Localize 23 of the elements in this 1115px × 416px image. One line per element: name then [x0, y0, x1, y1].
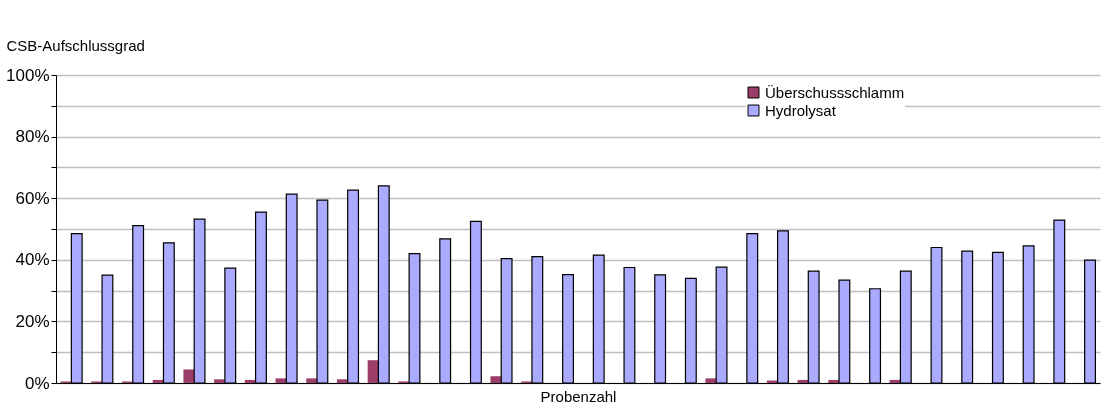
bar: [214, 379, 225, 383]
bar: [490, 376, 502, 383]
y-axis-title: CSB-Aufschlussgrad: [6, 36, 145, 54]
y-tick-label: 0%: [24, 373, 50, 393]
bar: [152, 379, 164, 383]
bar: [705, 378, 717, 383]
x-axis-title: Probenzahl: [540, 387, 617, 405]
y-tick-label: 20%: [15, 311, 50, 331]
y-tick-label: 40%: [15, 250, 50, 270]
bar: [828, 379, 839, 383]
bar: [367, 360, 379, 383]
y-tick-label: 60%: [15, 188, 50, 208]
bar: [336, 379, 348, 383]
legend-label: Überschussschlamm: [765, 83, 905, 101]
bar: [183, 369, 195, 383]
bar: [244, 379, 256, 383]
bar: [275, 378, 287, 383]
bar: [306, 378, 317, 383]
y-tick-label: 80%: [15, 127, 50, 147]
bar: [889, 379, 901, 383]
bar: [797, 379, 809, 383]
legend-label: Hydrolysat: [765, 101, 837, 119]
y-tick-label: 100%: [6, 65, 50, 85]
